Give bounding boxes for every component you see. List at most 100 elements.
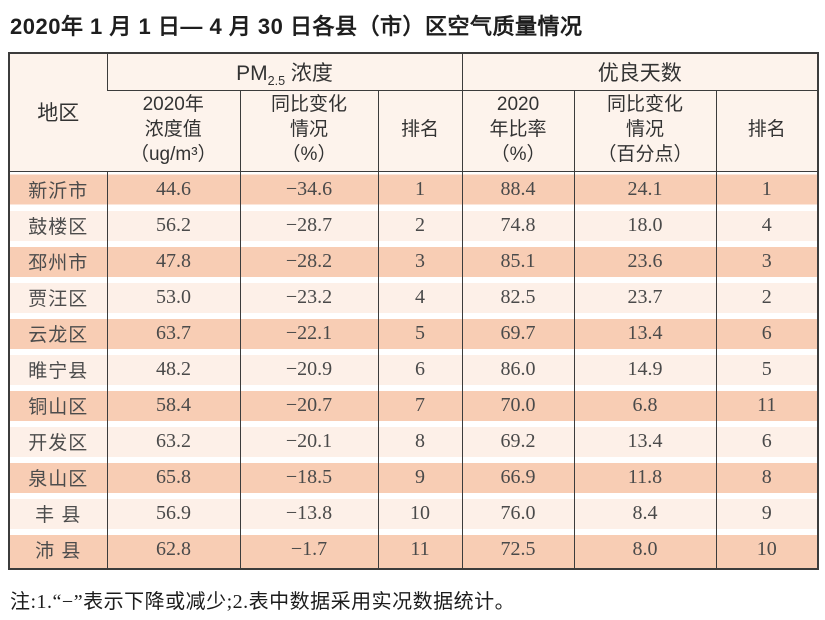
ratio-cell: 72.5 — [461, 531, 575, 569]
page-title: 2020年 1 月 1 日— 4 月 30 日各县（市）区空气质量情况 — [10, 14, 583, 39]
days-change-cell: 24.1 — [573, 171, 717, 208]
days-rank-cell: 3 — [715, 243, 819, 280]
table-row: 铜山区 58.4 −20.7 7 70.0 6.8 11 — [9, 387, 819, 424]
column-group-good-days: 优良天数 — [461, 52, 819, 91]
pm-rank-cell: 4 — [377, 279, 463, 316]
ratio-cell: 76.0 — [461, 495, 575, 532]
column-header-pm-change: 同比变化 情况 （%） — [239, 90, 378, 172]
days-change-cell: 18.0 — [573, 207, 717, 244]
pm-value-cell: 56.9 — [106, 495, 240, 532]
region-cell: 新沂市 — [9, 171, 107, 208]
days-rank-cell: 5 — [715, 351, 819, 388]
group-header-row: 地区 PM2.5 浓度 优良天数 — [9, 52, 819, 172]
pm-change-cell: −20.1 — [239, 423, 378, 460]
pm-change-cell: −1.7 — [239, 531, 378, 569]
footnote: 注:1.“−”表示下降或减少;2.表中数据采用实况数据统计。 — [10, 590, 516, 613]
pm25-subscript: 2.5 — [267, 73, 286, 88]
region-cell: 泉山区 — [9, 459, 107, 496]
column-header-days-change: 同比变化 情况 （百分点） — [573, 90, 717, 172]
region-cell: 贾汪区 — [9, 279, 107, 316]
air-quality-table: 地区 PM2.5 浓度 优良天数 2020年 浓度值 （ug/m³） 同比变化 … — [8, 51, 820, 570]
days-rank-cell: 6 — [715, 315, 819, 352]
pm-value-cell: 44.6 — [106, 171, 240, 208]
pm-value-cell: 62.8 — [106, 531, 240, 569]
days-rank-cell: 2 — [715, 279, 819, 316]
table-row: 丰 县 56.9 −13.8 10 76.0 8.4 9 — [9, 495, 819, 532]
table-body: 新沂市 44.6 −34.6 1 88.4 24.1 1 鼓楼区 56.2 −2… — [9, 171, 819, 569]
pm-value-cell: 53.0 — [106, 279, 240, 316]
region-cell: 开发区 — [9, 423, 107, 460]
pm25-label-suffix: 浓度 — [285, 61, 333, 85]
table-row: 新沂市 44.6 −34.6 1 88.4 24.1 1 — [9, 171, 819, 208]
column-header-days-rank: 排名 — [715, 90, 819, 172]
ratio-cell: 66.9 — [461, 459, 575, 496]
days-rank-cell: 10 — [715, 531, 819, 569]
column-header-pm-value: 2020年 浓度值 （ug/m³） — [107, 90, 240, 172]
pm-rank-cell: 2 — [377, 207, 463, 244]
ratio-cell: 70.0 — [461, 387, 575, 424]
header-line: 情况 — [289, 119, 328, 141]
pm-change-cell: −34.6 — [239, 171, 378, 208]
table-row: 云龙区 63.7 −22.1 5 69.7 13.4 6 — [9, 315, 819, 352]
header-line: 同比变化 — [607, 94, 684, 116]
days-change-cell: 13.4 — [573, 423, 717, 460]
pm-change-cell: −20.9 — [239, 351, 378, 388]
table-row: 沛 县 62.8 −1.7 11 72.5 8.0 10 — [9, 531, 819, 569]
region-cell: 云龙区 — [9, 315, 107, 352]
ratio-cell: 82.5 — [461, 279, 575, 316]
header-line: （百分点） — [597, 143, 693, 165]
pm-rank-cell: 3 — [377, 243, 463, 280]
pm-change-cell: −28.7 — [239, 207, 378, 244]
days-rank-cell: 4 — [715, 207, 819, 244]
region-cell: 邳州市 — [9, 243, 107, 280]
region-cell: 沛 县 — [9, 531, 107, 569]
pm-change-cell: −22.1 — [239, 315, 378, 352]
days-change-cell: 6.8 — [573, 387, 717, 424]
days-rank-cell: 11 — [715, 387, 819, 424]
ratio-cell: 69.2 — [461, 423, 575, 460]
ratio-cell: 88.4 — [461, 171, 575, 208]
table-row: 开发区 63.2 −20.1 8 69.2 13.4 6 — [9, 423, 819, 460]
region-cell: 丰 县 — [9, 495, 107, 532]
header-line: 浓度值 — [144, 119, 202, 141]
column-header-ratio: 2020 年比率 （%） — [461, 90, 575, 172]
table-row: 鼓楼区 56.2 −28.7 2 74.8 18.0 4 — [9, 207, 819, 244]
header-line: （%） — [281, 143, 337, 165]
pm-rank-cell: 11 — [377, 531, 463, 569]
pm-value-cell: 48.2 — [106, 351, 240, 388]
days-rank-cell: 1 — [715, 171, 819, 208]
pm-rank-cell: 6 — [377, 351, 463, 388]
days-change-cell: 13.4 — [573, 315, 717, 352]
pm25-label-prefix: PM — [236, 61, 268, 85]
days-change-cell: 11.8 — [573, 459, 717, 496]
pm-change-cell: −20.7 — [239, 387, 378, 424]
pm-value-cell: 65.8 — [106, 459, 240, 496]
days-change-cell: 8.0 — [573, 531, 717, 569]
pm-change-cell: −18.5 — [239, 459, 378, 496]
header-line: 年比率 — [489, 119, 547, 141]
table-header: 地区 PM2.5 浓度 优良天数 2020年 浓度值 （ug/m³） 同比变化 … — [9, 52, 819, 172]
column-header-region: 地区 — [9, 52, 107, 172]
table-row: 贾汪区 53.0 −23.2 4 82.5 23.7 2 — [9, 279, 819, 316]
header-line: 2020年 — [142, 94, 204, 116]
pm-value-cell: 63.7 — [106, 315, 240, 352]
table-row: 邳州市 47.8 −28.2 3 85.1 23.6 3 — [9, 243, 819, 280]
pm-value-cell: 63.2 — [106, 423, 240, 460]
days-rank-cell: 8 — [715, 459, 819, 496]
days-rank-cell: 6 — [715, 423, 819, 460]
days-change-cell: 14.9 — [573, 351, 717, 388]
pm-value-cell: 58.4 — [106, 387, 240, 424]
header-line: 情况 — [626, 119, 665, 141]
pm-rank-cell: 5 — [377, 315, 463, 352]
region-cell: 睢宁县 — [9, 351, 107, 388]
table-row: 泉山区 65.8 −18.5 9 66.9 11.8 8 — [9, 459, 819, 496]
ratio-cell: 69.7 — [461, 315, 575, 352]
table-row: 睢宁县 48.2 −20.9 6 86.0 14.9 5 — [9, 351, 819, 388]
days-rank-cell: 9 — [715, 495, 819, 532]
ratio-cell: 74.8 — [461, 207, 575, 244]
pm-value-cell: 47.8 — [106, 243, 240, 280]
pm-rank-cell: 7 — [377, 387, 463, 424]
ratio-cell: 85.1 — [461, 243, 575, 280]
header-line: 同比变化 — [270, 94, 347, 116]
